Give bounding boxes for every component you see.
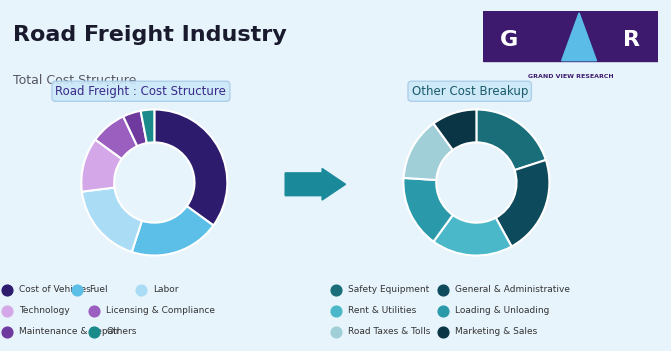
Point	[1, 287, 12, 292]
Point	[1, 308, 12, 313]
Text: R: R	[623, 30, 640, 50]
Wedge shape	[81, 140, 122, 192]
Polygon shape	[562, 13, 597, 61]
Wedge shape	[403, 178, 453, 241]
Text: GRAND VIEW RESEARCH: GRAND VIEW RESEARCH	[527, 74, 613, 79]
Point	[72, 287, 83, 292]
Point	[330, 287, 341, 292]
Wedge shape	[496, 160, 550, 246]
Text: Road Freight Industry: Road Freight Industry	[13, 25, 287, 45]
Wedge shape	[433, 110, 476, 150]
Text: Safety Equipment: Safety Equipment	[348, 285, 429, 294]
Wedge shape	[82, 187, 142, 252]
Text: Labor: Labor	[153, 285, 178, 294]
Wedge shape	[403, 124, 453, 180]
Wedge shape	[95, 117, 138, 159]
Point	[330, 308, 341, 313]
Text: Road Taxes & Tolls: Road Taxes & Tolls	[348, 327, 430, 336]
Wedge shape	[123, 111, 147, 146]
Text: Fuel: Fuel	[89, 285, 108, 294]
Text: G: G	[500, 30, 519, 50]
Text: Technology: Technology	[19, 306, 70, 315]
Text: Licensing & Compliance: Licensing & Compliance	[106, 306, 215, 315]
Point	[136, 287, 146, 292]
Text: Total Cost Structure: Total Cost Structure	[13, 74, 137, 87]
Point	[437, 308, 448, 313]
Text: General & Administrative: General & Administrative	[455, 285, 570, 294]
Text: Rent & Utilities: Rent & Utilities	[348, 306, 416, 315]
Wedge shape	[433, 215, 511, 256]
Point	[1, 329, 12, 335]
Bar	[483, 11, 658, 61]
Text: Road Freight : Cost Structure: Road Freight : Cost Structure	[56, 85, 226, 98]
Wedge shape	[141, 110, 154, 143]
Text: Marketing & Sales: Marketing & Sales	[455, 327, 537, 336]
FancyArrow shape	[285, 168, 346, 200]
Wedge shape	[476, 110, 546, 170]
Point	[89, 308, 99, 313]
Point	[89, 329, 99, 335]
Text: Loading & Unloading: Loading & Unloading	[455, 306, 550, 315]
Wedge shape	[154, 110, 227, 225]
Point	[330, 329, 341, 335]
Text: Other Cost Breakup: Other Cost Breakup	[411, 85, 528, 98]
Wedge shape	[132, 206, 213, 256]
Text: Others: Others	[106, 327, 136, 336]
Text: Maintenance & Repair: Maintenance & Repair	[19, 327, 119, 336]
Point	[437, 329, 448, 335]
Text: Cost of Vehicles: Cost of Vehicles	[19, 285, 91, 294]
Point	[437, 287, 448, 292]
